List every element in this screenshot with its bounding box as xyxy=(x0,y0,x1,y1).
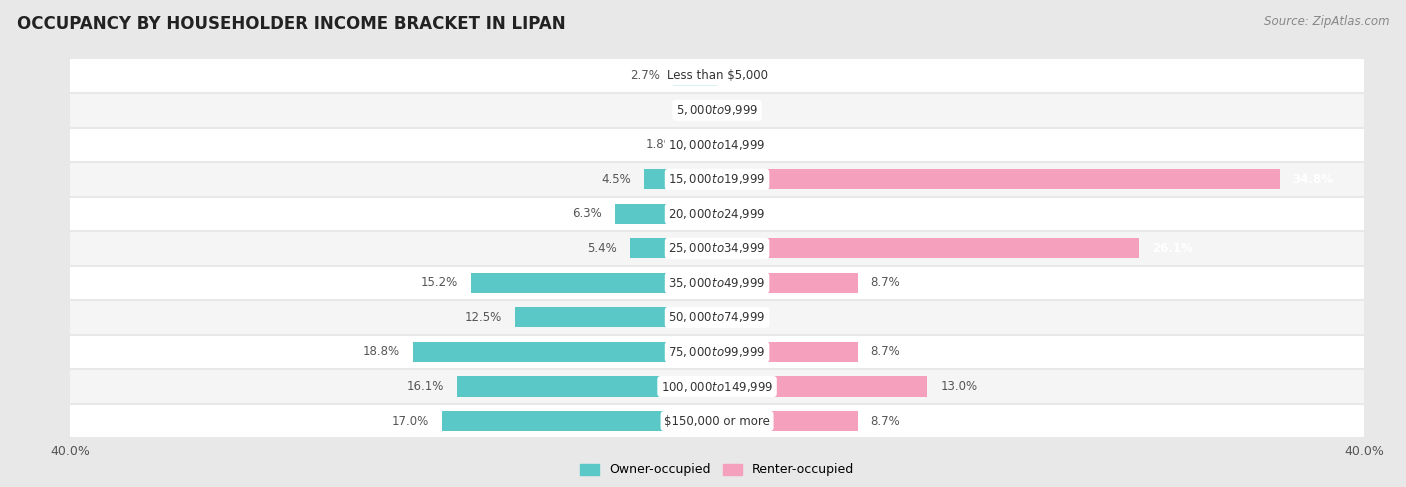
Text: 0.0%: 0.0% xyxy=(730,104,759,117)
Text: 12.5%: 12.5% xyxy=(465,311,502,324)
Text: 17.0%: 17.0% xyxy=(392,414,429,428)
Bar xyxy=(673,66,717,86)
Bar xyxy=(717,238,1139,259)
Text: Source: ZipAtlas.com: Source: ZipAtlas.com xyxy=(1264,15,1389,28)
Text: 6.3%: 6.3% xyxy=(572,207,602,220)
Text: OCCUPANCY BY HOUSEHOLDER INCOME BRACKET IN LIPAN: OCCUPANCY BY HOUSEHOLDER INCOME BRACKET … xyxy=(17,15,565,33)
Text: 8.7%: 8.7% xyxy=(870,414,900,428)
Text: 4.5%: 4.5% xyxy=(602,173,631,186)
Text: $25,000 to $34,999: $25,000 to $34,999 xyxy=(668,242,766,255)
Bar xyxy=(441,411,717,431)
Bar xyxy=(717,376,928,396)
Text: 16.1%: 16.1% xyxy=(406,380,444,393)
Text: Less than $5,000: Less than $5,000 xyxy=(666,69,768,82)
Text: 8.7%: 8.7% xyxy=(870,277,900,289)
Bar xyxy=(70,369,1364,404)
Text: 18.8%: 18.8% xyxy=(363,345,401,358)
Bar xyxy=(616,204,717,224)
Text: 13.0%: 13.0% xyxy=(941,380,977,393)
Bar xyxy=(70,335,1364,369)
Text: 0.0%: 0.0% xyxy=(730,311,759,324)
Bar xyxy=(70,300,1364,335)
Text: $10,000 to $14,999: $10,000 to $14,999 xyxy=(668,138,766,152)
Bar xyxy=(457,376,717,396)
Text: 0.0%: 0.0% xyxy=(675,104,704,117)
Bar xyxy=(70,162,1364,197)
Bar xyxy=(471,273,717,293)
Bar xyxy=(688,135,717,155)
Text: 1.8%: 1.8% xyxy=(645,138,675,151)
Bar xyxy=(70,404,1364,438)
Bar xyxy=(70,265,1364,300)
Bar xyxy=(717,169,1279,189)
Text: $50,000 to $74,999: $50,000 to $74,999 xyxy=(668,310,766,324)
Text: $35,000 to $49,999: $35,000 to $49,999 xyxy=(668,276,766,290)
Text: 0.0%: 0.0% xyxy=(730,138,759,151)
Legend: Owner-occupied, Renter-occupied: Owner-occupied, Renter-occupied xyxy=(575,458,859,482)
Bar xyxy=(717,342,858,362)
Bar xyxy=(717,273,858,293)
Bar xyxy=(515,307,717,327)
Bar xyxy=(70,231,1364,265)
Bar xyxy=(70,58,1364,93)
Text: $100,000 to $149,999: $100,000 to $149,999 xyxy=(661,379,773,393)
Text: 0.0%: 0.0% xyxy=(730,69,759,82)
Bar xyxy=(70,197,1364,231)
Text: $20,000 to $24,999: $20,000 to $24,999 xyxy=(668,207,766,221)
Text: 5.4%: 5.4% xyxy=(588,242,617,255)
Bar xyxy=(413,342,717,362)
Text: $15,000 to $19,999: $15,000 to $19,999 xyxy=(668,172,766,187)
Text: $75,000 to $99,999: $75,000 to $99,999 xyxy=(668,345,766,359)
Bar xyxy=(70,128,1364,162)
Text: $5,000 to $9,999: $5,000 to $9,999 xyxy=(676,103,758,117)
Bar xyxy=(644,169,717,189)
Bar xyxy=(630,238,717,259)
Bar xyxy=(717,411,858,431)
Bar xyxy=(70,93,1364,128)
Text: 34.8%: 34.8% xyxy=(1292,173,1334,186)
Text: 15.2%: 15.2% xyxy=(422,277,458,289)
Text: $150,000 or more: $150,000 or more xyxy=(664,414,770,428)
Text: 0.0%: 0.0% xyxy=(730,207,759,220)
Text: 8.7%: 8.7% xyxy=(870,345,900,358)
Text: 2.7%: 2.7% xyxy=(631,69,661,82)
Text: 26.1%: 26.1% xyxy=(1152,242,1192,255)
